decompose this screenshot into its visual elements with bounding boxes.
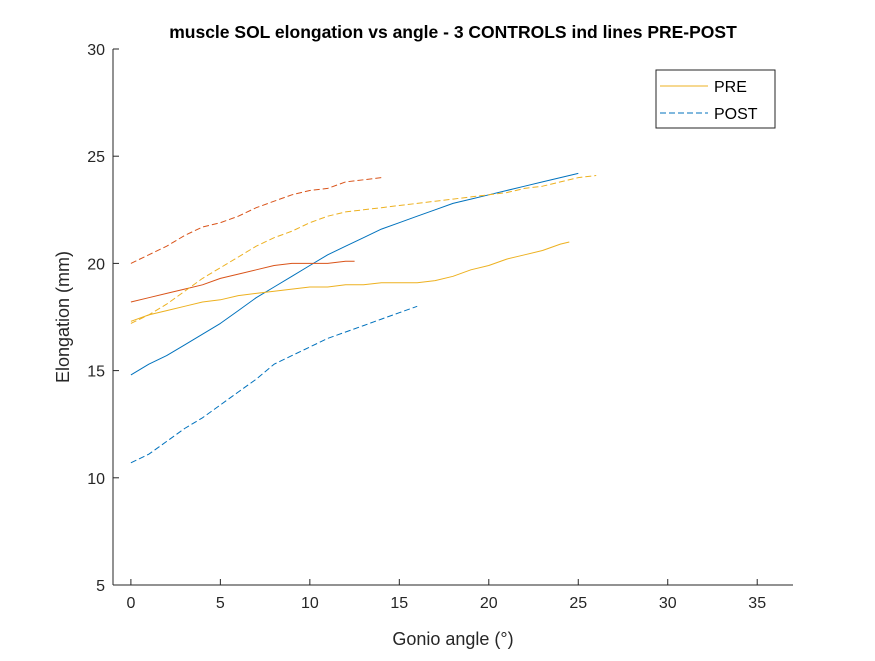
legend: PRE POST: [655, 69, 776, 129]
y-tick-label: 5: [96, 578, 105, 595]
x-tick-label: 35: [748, 595, 766, 612]
y-tick-label: 15: [87, 364, 105, 381]
legend-label-pre: PRE: [714, 79, 747, 96]
x-tick-label: 25: [569, 595, 587, 612]
x-axis-label: Gonio angle (°): [392, 629, 513, 649]
x-tick-label: 0: [126, 595, 135, 612]
x-tick-label: 5: [216, 595, 225, 612]
legend-label-post: POST: [714, 106, 758, 123]
y-axis-label: Elongation (mm): [53, 251, 73, 383]
series-line-post-subject-3: [130, 175, 597, 324]
series-line-post-subject-1: [130, 305, 418, 464]
series-line-pre-subject-3: [130, 241, 570, 322]
y-tick-label: 25: [87, 149, 105, 166]
series-line-pre-subject-2: [130, 260, 355, 303]
tick-labels: 0 5 10 15 20 25 30 35 5 10 15 20 25 30: [87, 42, 766, 612]
series-line-pre-subject-1: [130, 172, 579, 376]
y-tick-label: 30: [87, 42, 105, 59]
x-tick-label: 20: [480, 595, 498, 612]
series-layer: [130, 172, 597, 464]
x-tick-label: 30: [659, 595, 677, 612]
chart-title: muscle SOL elongation vs angle - 3 CONTR…: [169, 22, 737, 42]
legend-box: [655, 69, 776, 129]
x-tick-label: 10: [301, 595, 319, 612]
axes: [112, 48, 793, 586]
series-line-post-subject-2: [130, 177, 382, 264]
x-tick-label: 15: [390, 595, 408, 612]
y-tick-label: 10: [87, 471, 105, 488]
plot-area: [113, 49, 793, 585]
y-tick-label: 20: [87, 256, 105, 273]
